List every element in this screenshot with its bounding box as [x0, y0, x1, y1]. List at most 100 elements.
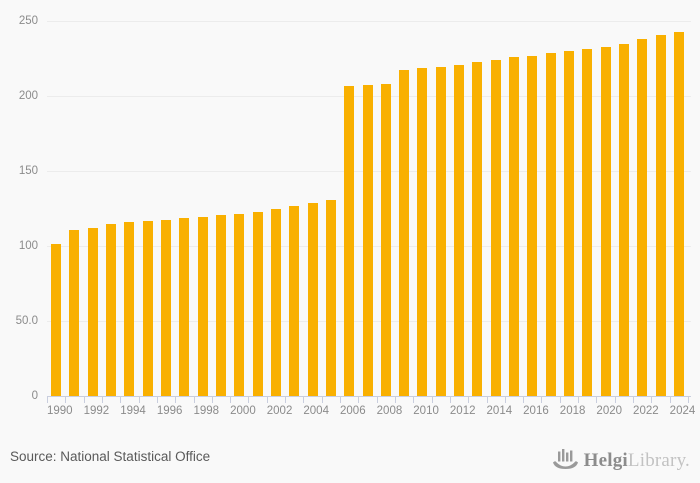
bar-2002[interactable]	[270, 209, 281, 396]
x-axis-label-2010: 2010	[413, 405, 439, 417]
bar-1998[interactable]	[197, 216, 208, 396]
x-axis-tick	[523, 397, 525, 403]
bar-2003[interactable]	[289, 205, 300, 396]
bar-2016[interactable]	[527, 55, 538, 396]
bar-2024[interactable]	[673, 32, 684, 396]
bar-2007[interactable]	[362, 84, 373, 396]
y-axis-label-200: 200	[18, 90, 38, 102]
y-axis-label-0: 0	[31, 390, 38, 402]
y-axis-label-250: 250	[18, 15, 38, 27]
x-axis-label-1996: 1996	[156, 405, 183, 417]
x-axis-tick	[266, 397, 268, 403]
bar-2023[interactable]	[655, 35, 666, 396]
bar-2020[interactable]	[600, 46, 611, 396]
bar-2017[interactable]	[545, 53, 556, 396]
x-axis-label-1998: 1998	[193, 405, 220, 417]
x-axis-label-2012: 2012	[449, 405, 476, 417]
bar-1997[interactable]	[179, 218, 190, 396]
bar-1991[interactable]	[69, 229, 80, 396]
x-axis-label-2008: 2008	[376, 405, 403, 417]
x-axis-tick	[669, 397, 671, 403]
x-axis-tick	[303, 397, 305, 403]
x-axis-label-2024: 2024	[669, 405, 696, 417]
bar-1996[interactable]	[161, 219, 172, 396]
x-axis-label-1992: 1992	[83, 405, 110, 417]
bar-2022[interactable]	[637, 39, 648, 396]
bar-2015[interactable]	[509, 57, 519, 396]
y-axis-label-100: 100	[18, 240, 38, 252]
bar-1995[interactable]	[142, 221, 153, 396]
logo-text-library: Library.	[627, 449, 690, 471]
bar-2000[interactable]	[234, 213, 245, 396]
bar-1993[interactable]	[106, 224, 117, 396]
x-axis-label-1994: 1994	[120, 405, 146, 417]
bar-2008[interactable]	[380, 84, 391, 396]
bar-2014[interactable]	[490, 60, 501, 396]
x-axis-label-2018: 2018	[559, 405, 586, 417]
bar-2006[interactable]	[344, 86, 355, 396]
bar-2001[interactable]	[252, 211, 263, 396]
y-axis-label-150: 150	[18, 165, 38, 177]
x-axis-tick	[193, 397, 195, 403]
x-axis-tick	[651, 397, 653, 403]
bar-2004[interactable]	[307, 203, 318, 396]
x-axis-label-2002: 2002	[266, 405, 293, 417]
bar-1992[interactable]	[87, 228, 98, 396]
x-axis-label-2014: 2014	[486, 405, 513, 417]
x-axis-label-2022: 2022	[633, 405, 659, 417]
bar-2019[interactable]	[582, 48, 593, 396]
x-axis-label-2004: 2004	[303, 405, 329, 417]
x-axis-tick	[285, 397, 287, 403]
x-axis-label-1990: 1990	[47, 405, 73, 417]
x-axis-tick	[578, 397, 580, 403]
x-axis-label-2020: 2020	[596, 405, 623, 417]
x-axis-tick	[559, 397, 561, 403]
helgilibrary-logo-link[interactable]: HelgiLibrary.	[552, 445, 690, 476]
helgi-ship-icon	[552, 445, 584, 476]
x-axis-tick	[175, 397, 177, 403]
x-axis-tick	[394, 397, 396, 403]
bar-1994[interactable]	[124, 222, 135, 396]
bar-2005[interactable]	[325, 199, 336, 396]
gridline-250	[47, 21, 691, 22]
bar-1999[interactable]	[215, 215, 226, 396]
x-axis-tick	[376, 397, 378, 403]
bar-2010[interactable]	[417, 68, 428, 396]
x-axis-tick	[413, 397, 415, 403]
source-attribution: Source: National Statistical Office	[10, 449, 211, 464]
x-axis-line	[47, 396, 691, 397]
x-axis-tick	[633, 397, 635, 403]
x-axis-tick	[101, 397, 103, 403]
x-axis-tick	[340, 397, 342, 403]
x-axis-tick	[156, 397, 158, 403]
x-axis-tick	[504, 397, 506, 403]
bar-2018[interactable]	[563, 51, 574, 396]
x-axis-tick	[541, 397, 543, 403]
bar-2021[interactable]	[618, 43, 629, 396]
x-axis-tick	[83, 397, 85, 403]
x-axis-tick	[321, 397, 323, 403]
x-axis-tick	[449, 397, 451, 403]
x-axis-tick	[248, 397, 250, 403]
x-axis-tick	[468, 397, 470, 403]
x-axis-tick	[47, 397, 48, 403]
x-axis-label-2006: 2006	[340, 405, 366, 417]
x-axis-label-2016: 2016	[523, 405, 549, 417]
x-axis-tick	[614, 397, 616, 403]
logo-wordmark: HelgiLibrary.	[584, 450, 690, 472]
bar-2012[interactable]	[454, 64, 465, 396]
bar-1990[interactable]	[51, 243, 62, 396]
x-axis-tick	[358, 397, 360, 403]
bar-2009[interactable]	[399, 69, 410, 396]
bar-2013[interactable]	[472, 62, 483, 396]
x-axis-tick	[138, 397, 140, 403]
x-axis-tick	[486, 397, 488, 403]
y-axis-label-50.0: 50.0	[15, 315, 38, 327]
bar-2011[interactable]	[435, 66, 446, 396]
x-axis-tick	[211, 397, 213, 403]
x-axis-tick	[688, 397, 689, 403]
x-axis-label-2000: 2000	[230, 405, 256, 417]
logo-text-helgi: Helgi	[583, 449, 628, 471]
